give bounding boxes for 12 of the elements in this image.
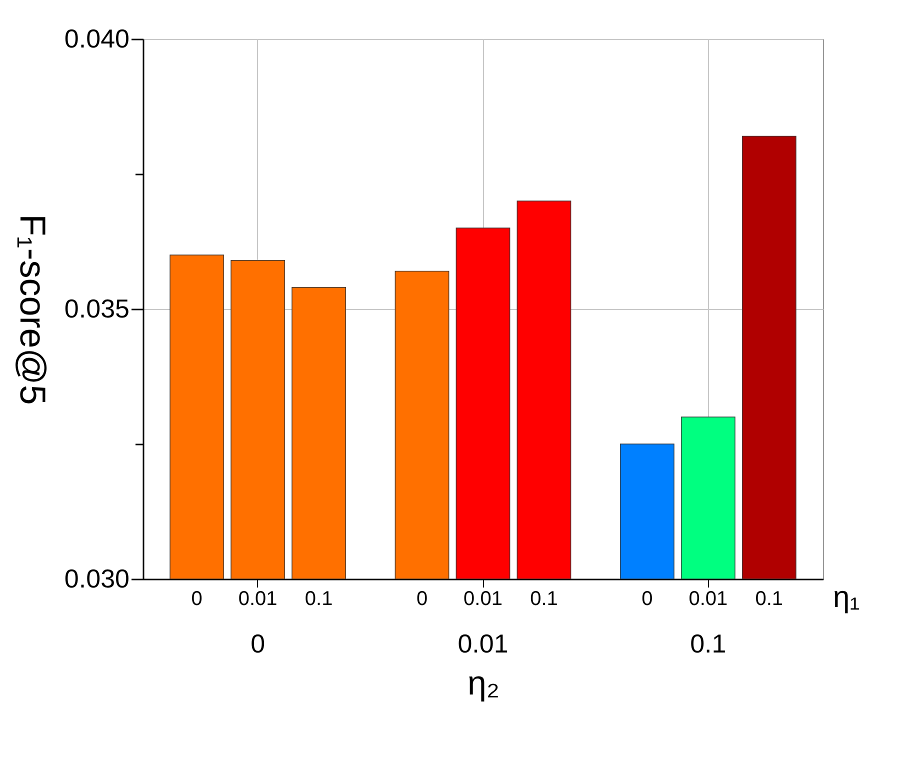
x-axis-title: η₂ bbox=[467, 664, 500, 702]
x-tick-label: 0 bbox=[191, 588, 202, 610]
category-label: 0.1 bbox=[690, 628, 726, 658]
y-axis-title: F₁-score@5 bbox=[12, 214, 54, 405]
y-tick-label: 0.030 bbox=[64, 564, 130, 594]
category-label: 0.01 bbox=[458, 628, 508, 658]
legend-title: η₁ bbox=[833, 581, 860, 614]
y-tick-label: 0.040 bbox=[64, 24, 130, 54]
x-tick-label: 0.01 bbox=[464, 588, 502, 610]
x-tick-label: 0.1 bbox=[755, 588, 784, 610]
y-tick-label: 0.035 bbox=[64, 294, 130, 324]
category-label: 0 bbox=[250, 628, 266, 658]
